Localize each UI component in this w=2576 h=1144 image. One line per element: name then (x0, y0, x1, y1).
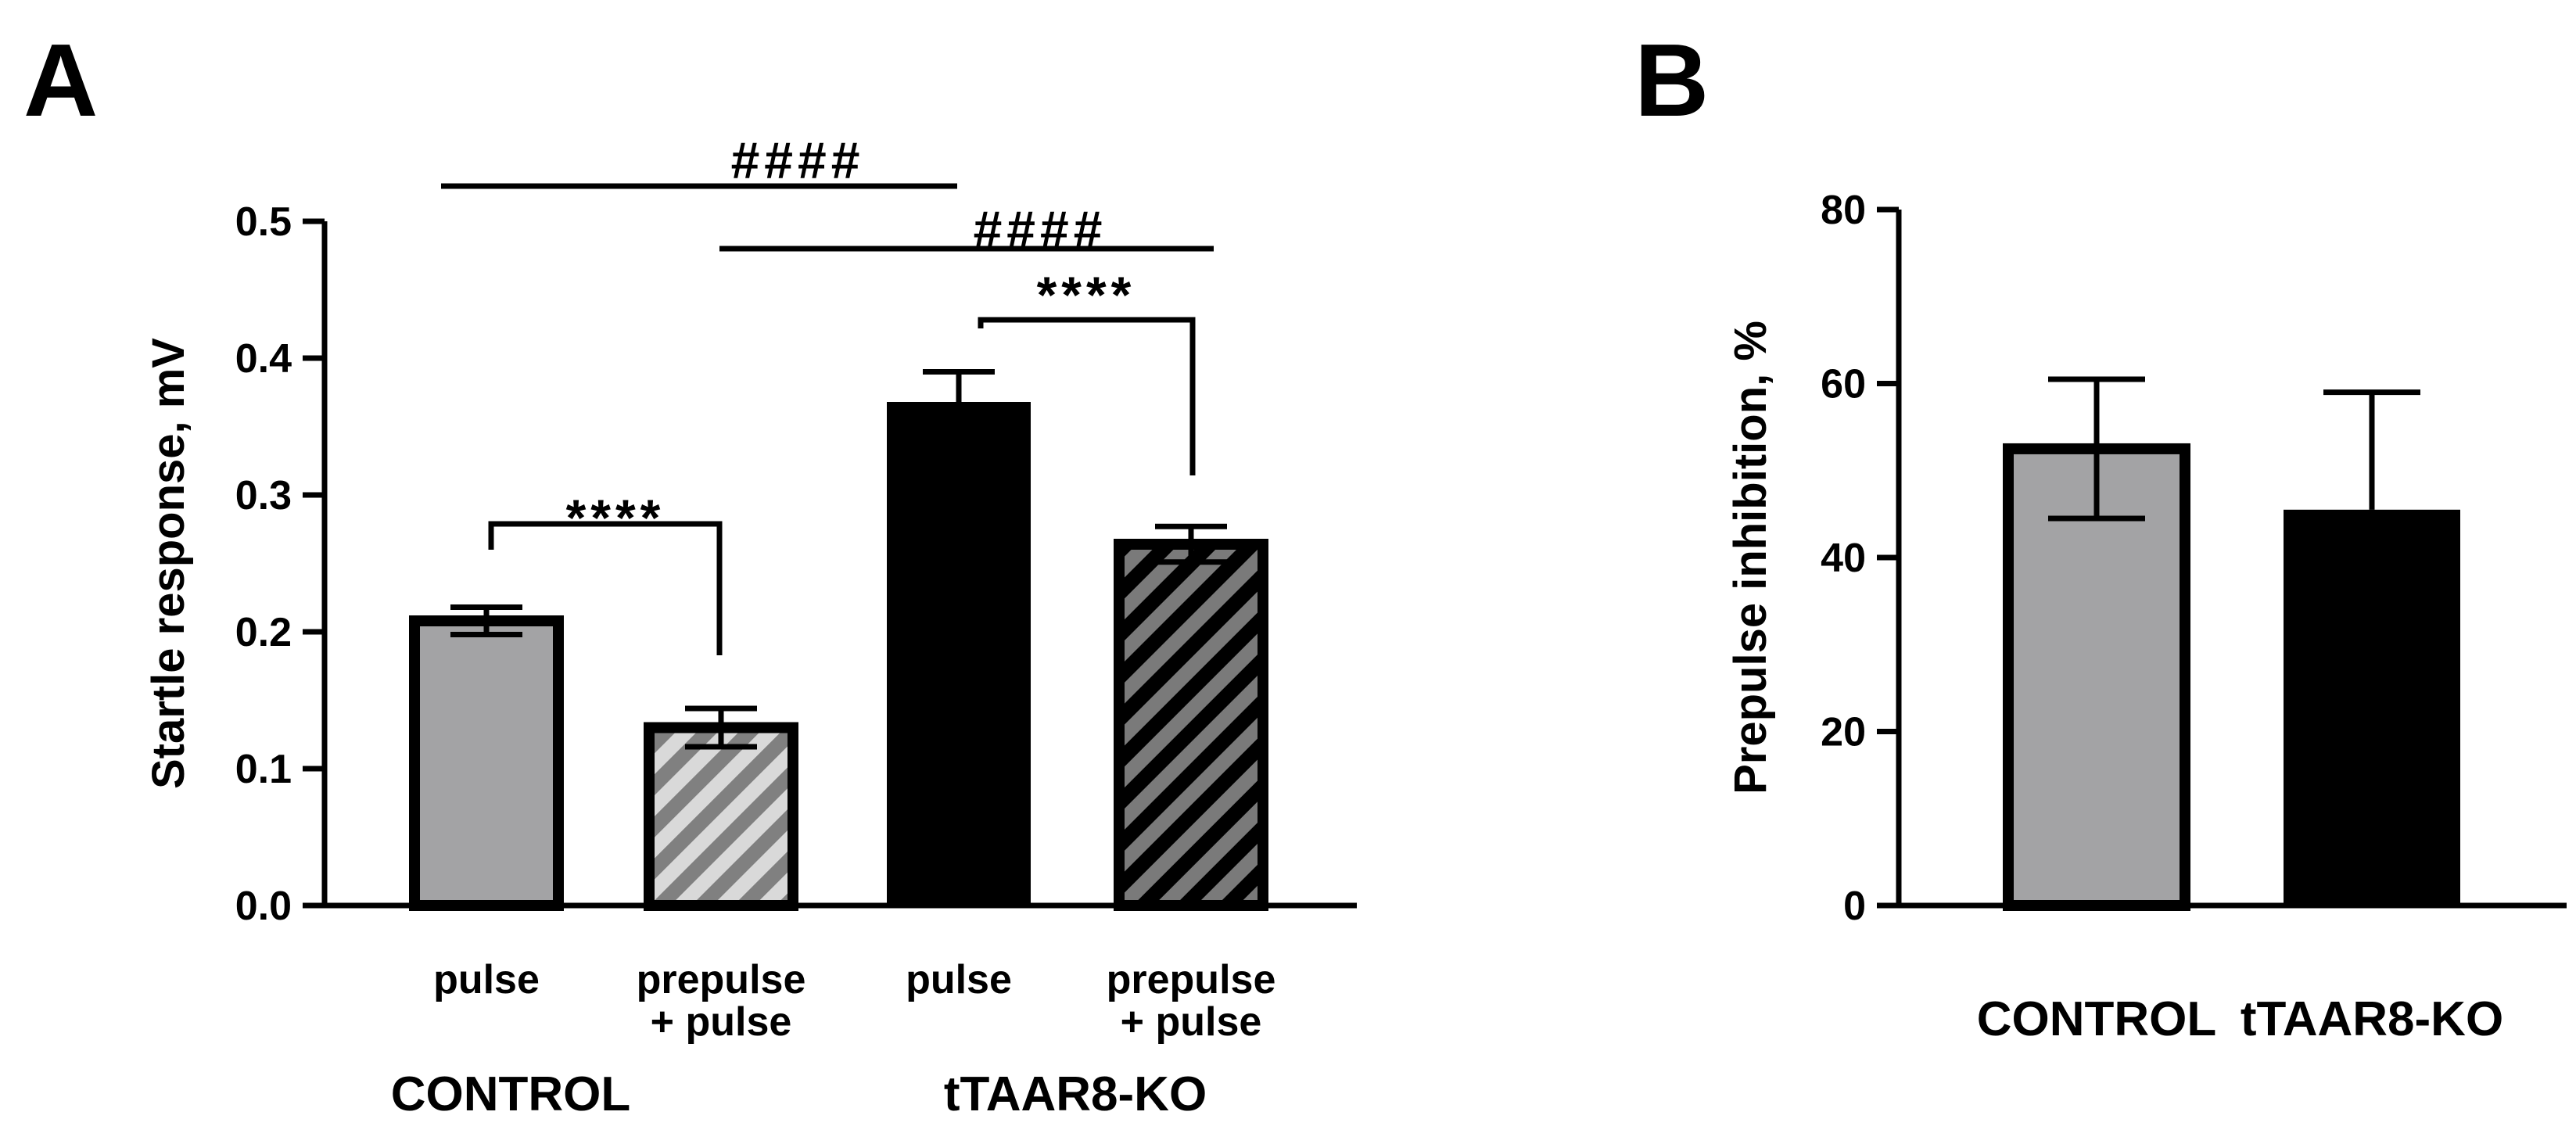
y-tick-label: 0.3 (235, 473, 292, 518)
sig-label: **** (1037, 266, 1136, 324)
x-category-label: + pulse (651, 999, 792, 1045)
y-tick-label: 0 (1843, 884, 1866, 929)
x-category-label: tTAAR8-KO (2241, 992, 2503, 1046)
bar (1114, 539, 1268, 911)
y-axis-label: Prepulse inhibition, % (1725, 321, 1776, 794)
y-axis-label: Startle response, mV (143, 338, 194, 789)
y-tick-label: 40 (1821, 536, 1866, 581)
sig-bracket (488, 521, 723, 655)
y-tick-label: 80 (1821, 188, 1866, 233)
y-tick-label: 0.5 (235, 199, 292, 245)
panel-a-chart: 0.0 0.1 0.2 0.3 0.4 0.5 Startle response, mV pu… (143, 131, 1357, 1121)
panel-letter-b: B (1634, 23, 1709, 138)
sig-label: #### (731, 131, 865, 189)
x-category-label: CONTROL (1977, 992, 2217, 1046)
y-tick-label: 0.2 (235, 610, 292, 655)
y-tick-label: 60 (1821, 362, 1866, 407)
y-tick-label: 0.1 (235, 747, 292, 792)
sig-label: **** (566, 489, 666, 547)
bar (409, 615, 564, 911)
x-category-label: prepulse (637, 957, 806, 1002)
x-category-label: prepulse (1107, 957, 1276, 1002)
x-category-label: pulse (906, 957, 1012, 1002)
y-tick-label: 20 (1821, 710, 1866, 755)
bar (2284, 509, 2460, 906)
y-tick-label: 0.0 (235, 884, 292, 929)
sig-label: #### (974, 200, 1107, 258)
bar (644, 722, 798, 911)
group-label-tko: tTAAR8-KO (944, 1067, 1207, 1121)
panel-b-chart: 0 20 40 60 80 Prepulse inhibition, % CONTROL tT… (1725, 188, 2567, 1046)
bar (887, 402, 1031, 906)
sig-bracket (978, 317, 1196, 475)
group-label-control: CONTROL (391, 1067, 631, 1121)
panel-letter-a: A (23, 23, 98, 138)
y-tick-label: 0.4 (235, 336, 292, 382)
x-category-label: pulse (433, 957, 540, 1002)
x-category-label: + pulse (1121, 999, 1262, 1045)
